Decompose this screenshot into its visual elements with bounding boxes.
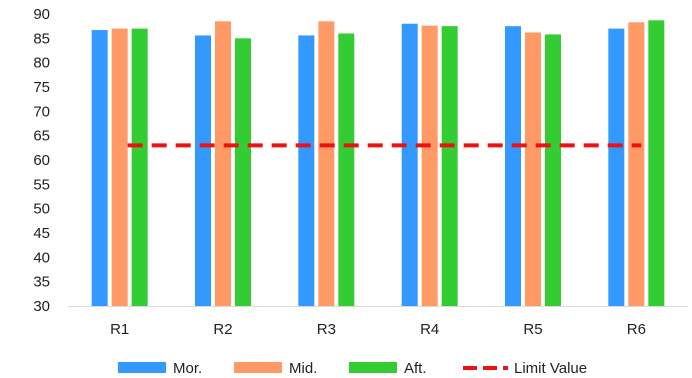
bar-r3-aft: [338, 33, 355, 306]
y-axis: 30 35 40 45 50 55 60 65 70 75 80 85 90: [33, 6, 50, 315]
bar-r2-mor: [195, 35, 211, 307]
x-tick-label: R4: [420, 321, 439, 338]
legend-swatch-aft: [349, 362, 397, 373]
y-tick-label: 35: [33, 274, 50, 291]
x-tick-label: R1: [110, 321, 129, 338]
legend: Mor. Mid. Aft. Limit Value: [118, 360, 587, 377]
bar-r4-aft: [441, 26, 458, 307]
y-tick-label: 80: [33, 55, 50, 72]
legend-swatch-mid: [234, 362, 282, 373]
bars: [68, 20, 688, 307]
bar-r5-aft: [545, 34, 561, 306]
bar-r6-aft: [648, 20, 665, 307]
x-tick-label: R5: [523, 321, 542, 338]
y-tick-label: 50: [33, 201, 50, 218]
bar-r1-aft: [131, 28, 148, 306]
x-tick-label: R6: [627, 321, 646, 338]
bar-r1-mid: [111, 28, 128, 306]
y-tick-label: 70: [33, 103, 50, 120]
bar-r2-aft: [235, 38, 251, 306]
y-tick-label: 90: [33, 6, 50, 23]
bar-r5-mid: [525, 32, 541, 306]
legend-label-mid: Mid.: [289, 360, 317, 377]
bar-r4-mor: [401, 23, 418, 306]
y-tick-label: 65: [33, 128, 50, 145]
bar-r1-mor: [91, 30, 108, 307]
y-tick-label: 85: [33, 30, 50, 47]
y-tick-label: 30: [33, 298, 50, 315]
bar-r5-mor: [505, 26, 521, 307]
x-tick-label: R2: [213, 321, 232, 338]
legend-label-limit: Limit Value: [514, 360, 587, 377]
y-tick-label: 45: [33, 225, 50, 242]
bar-r4-mid: [421, 25, 438, 307]
x-axis: R1 R2 R3 R4 R5 R6: [110, 321, 646, 338]
bar-r2-mid: [215, 21, 231, 307]
legend-swatch-mor: [118, 362, 166, 373]
bar-r3-mor: [298, 35, 315, 307]
legend-label-mor: Mor.: [173, 360, 202, 377]
y-tick-label: 40: [33, 249, 50, 266]
bar-r6-mid: [628, 22, 645, 306]
y-tick-label: 75: [33, 79, 50, 96]
legend-label-aft: Aft.: [404, 360, 427, 377]
x-tick-label: R3: [317, 321, 336, 338]
bar-r6-mor: [608, 28, 625, 306]
y-tick-label: 55: [33, 176, 50, 193]
bar-r3-mid: [318, 21, 335, 307]
y-tick-label: 60: [33, 152, 50, 169]
